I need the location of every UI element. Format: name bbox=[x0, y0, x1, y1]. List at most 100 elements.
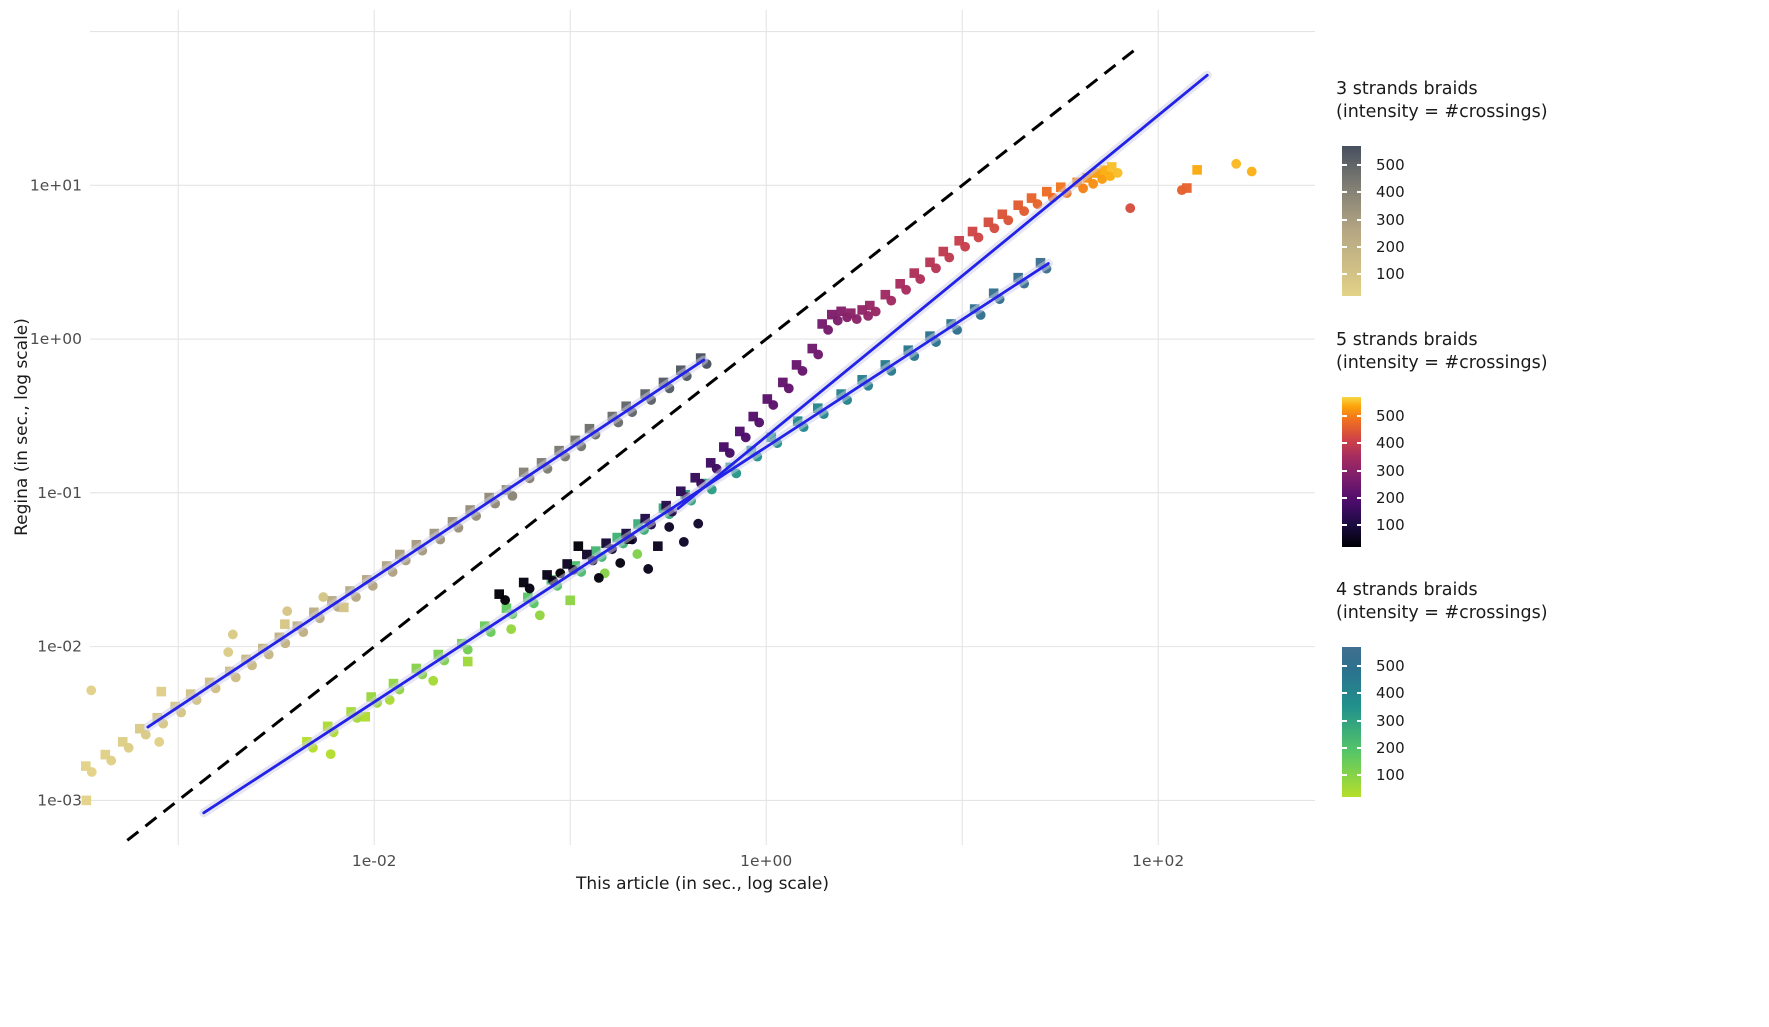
data-point-square bbox=[857, 305, 867, 315]
data-point-circle bbox=[593, 572, 604, 583]
data-point-circle bbox=[1231, 158, 1242, 169]
data-point-circle bbox=[154, 737, 165, 747]
colorbar-3-strands bbox=[1342, 146, 1361, 296]
colorbar-tick-label: 100 bbox=[1376, 766, 1405, 785]
data-point-square bbox=[748, 411, 759, 422]
colorbar-tick-mark bbox=[1356, 665, 1361, 668]
data-point-circle bbox=[1097, 174, 1108, 184]
data-point-circle bbox=[507, 490, 518, 501]
data-point-square bbox=[1192, 165, 1202, 175]
data-point-circle bbox=[664, 522, 675, 532]
colorbar-tick-label: 400 bbox=[1376, 434, 1405, 453]
data-point-square bbox=[967, 226, 978, 237]
data-point-circle bbox=[524, 583, 535, 594]
colorbar-tick-mark bbox=[1342, 469, 1347, 472]
data-point-circle bbox=[768, 400, 779, 410]
data-point-circle bbox=[506, 624, 517, 635]
data-point-square bbox=[1013, 200, 1023, 211]
data-point-circle bbox=[783, 383, 794, 394]
data-point-square bbox=[81, 795, 92, 806]
data-point-circle bbox=[1003, 215, 1014, 226]
data-point-square bbox=[983, 217, 994, 228]
data-point-square bbox=[954, 235, 964, 246]
data-point-square bbox=[542, 570, 552, 580]
data-point-circle bbox=[1078, 183, 1089, 194]
legend-title: 3 strands braids bbox=[1336, 79, 1478, 99]
data-point-square bbox=[827, 309, 837, 320]
colorbar-tick-mark bbox=[1356, 524, 1361, 527]
data-point-square bbox=[925, 257, 935, 268]
data-point-square bbox=[1013, 272, 1023, 283]
data-point-circle bbox=[1246, 166, 1257, 177]
colorbar-tick-mark bbox=[1356, 164, 1361, 167]
fit-line bbox=[146, 358, 706, 729]
legend-5-strands-braids: 5 strands braids (intensity = #crossings… bbox=[1336, 329, 1766, 557]
colorbar-tick-label: 500 bbox=[1376, 407, 1405, 426]
colorbar-tick-mark bbox=[1342, 746, 1347, 749]
data-point-circle bbox=[678, 536, 689, 547]
data-point-square bbox=[846, 308, 856, 318]
fit-line bbox=[676, 73, 1209, 510]
legend-subtitle: (intensity = #crossings) bbox=[1336, 353, 1548, 373]
x-tick-label: 1e+02 bbox=[1132, 852, 1184, 870]
data-point-square bbox=[1055, 182, 1066, 193]
data-point-square bbox=[1099, 165, 1110, 175]
data-point-square bbox=[280, 619, 290, 629]
data-point-square bbox=[518, 467, 529, 478]
data-point-circle bbox=[870, 306, 881, 317]
data-point-circle bbox=[1105, 171, 1116, 182]
data-point-square bbox=[601, 538, 611, 549]
data-point-circle bbox=[428, 675, 439, 686]
data-point-circle bbox=[851, 314, 862, 325]
data-point-square bbox=[633, 519, 643, 529]
data-point-circle bbox=[106, 755, 117, 766]
data-point-square bbox=[988, 288, 999, 299]
fit-line bbox=[202, 262, 1050, 815]
colorbar-tick-mark bbox=[1342, 442, 1347, 445]
data-point-circle bbox=[960, 241, 971, 252]
data-point-square bbox=[997, 209, 1008, 220]
data-point-square bbox=[366, 692, 376, 702]
data-point-square bbox=[909, 268, 920, 278]
y-axis-title: Regina (in sec., log scale) bbox=[12, 318, 32, 536]
data-point-square bbox=[117, 737, 128, 747]
legend-title: 5 strands braids bbox=[1336, 330, 1478, 350]
data-point-circle bbox=[754, 417, 765, 428]
data-point-circle bbox=[863, 311, 874, 321]
y-tick-label: 1e+00 bbox=[30, 330, 82, 348]
data-point-square bbox=[501, 603, 512, 614]
colorbar-tick-mark bbox=[1356, 469, 1361, 472]
colorbar-tick-mark bbox=[1356, 415, 1361, 418]
data-point-square bbox=[865, 300, 875, 311]
data-point-square bbox=[81, 761, 91, 771]
legend-subtitle: (intensity = #crossings) bbox=[1336, 603, 1548, 623]
data-point-circle bbox=[123, 742, 134, 753]
colorbar-tick-label: 300 bbox=[1376, 711, 1405, 730]
x-axis-title: This article (in sec., log scale) bbox=[575, 874, 830, 894]
colorbar-tick-mark bbox=[1356, 245, 1361, 248]
colorbar-tick-mark bbox=[1356, 774, 1361, 777]
data-point-square bbox=[1026, 193, 1037, 203]
legend-title: 4 strands braids bbox=[1336, 580, 1478, 600]
legend-body: 500 400 300 200 100 bbox=[1336, 397, 1766, 557]
data-point-square bbox=[762, 394, 773, 404]
data-point-circle bbox=[832, 315, 843, 326]
data-point-circle bbox=[724, 448, 735, 458]
data-point-circle bbox=[886, 295, 897, 306]
colorbar-tick-label: 200 bbox=[1376, 738, 1405, 757]
data-point-square bbox=[1091, 168, 1101, 178]
colorbar-tick-mark bbox=[1342, 524, 1347, 527]
data-point-circle bbox=[325, 749, 336, 760]
colorbar-tick-mark bbox=[1342, 245, 1347, 248]
data-point-square bbox=[1106, 162, 1117, 172]
data-point-square bbox=[494, 589, 504, 599]
colorbar-tick-mark bbox=[1342, 665, 1347, 668]
data-point-circle bbox=[1125, 203, 1136, 214]
colorbar-tick-label: 500 bbox=[1376, 156, 1405, 175]
colorbar-tick-mark bbox=[1356, 442, 1361, 445]
data-point-circle bbox=[140, 729, 151, 740]
data-point-square bbox=[134, 723, 145, 734]
data-point-square bbox=[388, 678, 399, 689]
legend-body: 500 400 300 200 100 bbox=[1336, 647, 1766, 807]
